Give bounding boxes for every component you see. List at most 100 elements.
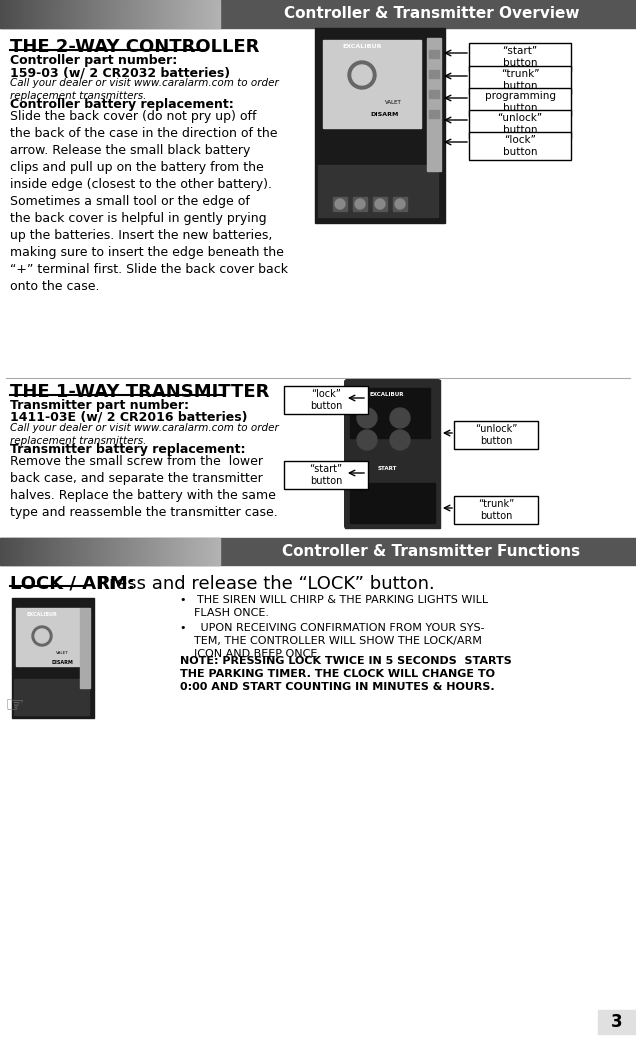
Bar	[175, 538, 176, 565]
Bar	[6, 538, 7, 565]
Bar	[158, 0, 159, 28]
Bar	[122, 0, 123, 28]
Bar	[96, 0, 97, 28]
Bar	[315, 28, 445, 223]
Bar	[68, 538, 69, 565]
Text: ☞: ☞	[4, 696, 24, 716]
Bar	[65, 0, 66, 28]
Bar	[24, 0, 25, 28]
Bar	[135, 538, 136, 565]
Bar	[122, 538, 123, 565]
Bar	[42, 538, 43, 565]
Bar	[19, 538, 20, 565]
Bar	[121, 538, 122, 565]
Bar	[12, 598, 94, 718]
Bar	[125, 538, 126, 565]
Bar	[202, 538, 203, 565]
Bar	[0, 538, 1, 565]
Bar	[36, 0, 37, 28]
Bar	[207, 538, 208, 565]
Bar	[182, 0, 183, 28]
Bar	[128, 0, 129, 28]
Bar	[116, 538, 117, 565]
Circle shape	[390, 408, 410, 428]
Bar	[4, 538, 5, 565]
Circle shape	[348, 61, 376, 89]
Bar	[9, 0, 10, 28]
Bar	[133, 0, 134, 28]
Bar	[82, 538, 83, 565]
Bar	[102, 538, 103, 565]
Text: 159-03 (w/ 2 CR2032 batteries): 159-03 (w/ 2 CR2032 batteries)	[10, 66, 230, 79]
FancyBboxPatch shape	[469, 66, 571, 94]
Bar	[99, 0, 100, 28]
Bar	[188, 538, 189, 565]
Bar	[23, 538, 24, 565]
Bar	[117, 538, 118, 565]
Bar	[130, 538, 131, 565]
Bar	[134, 538, 135, 565]
Bar	[85, 0, 86, 28]
Bar	[87, 0, 88, 28]
Bar	[181, 538, 182, 565]
Bar	[98, 538, 99, 565]
Bar	[110, 0, 111, 28]
Bar	[112, 0, 113, 28]
Bar	[183, 0, 184, 28]
Bar	[192, 538, 193, 565]
Bar	[162, 0, 163, 28]
Bar	[139, 538, 140, 565]
Text: THE 1-WAY TRANSMITTER: THE 1-WAY TRANSMITTER	[10, 383, 270, 401]
Bar	[429, 70, 439, 78]
Bar	[72, 0, 73, 28]
Bar	[45, 0, 46, 28]
Bar	[51, 538, 52, 565]
Bar	[203, 0, 204, 28]
Bar	[30, 0, 31, 28]
Text: EXCALIBUR: EXCALIBUR	[27, 612, 57, 618]
Bar	[110, 538, 111, 565]
Bar	[47, 538, 48, 565]
Bar	[204, 538, 205, 565]
Bar	[163, 0, 164, 28]
Bar	[83, 0, 84, 28]
Bar	[39, 538, 40, 565]
Bar	[191, 538, 192, 565]
Bar	[155, 0, 156, 28]
Bar	[1, 0, 2, 28]
Bar	[31, 0, 32, 28]
Bar	[91, 538, 92, 565]
Bar	[162, 538, 163, 565]
Bar	[141, 538, 142, 565]
Bar	[194, 0, 195, 28]
Bar	[88, 0, 89, 28]
Bar	[139, 0, 140, 28]
Text: “unlock”
button: “unlock” button	[497, 113, 543, 135]
Bar	[429, 110, 439, 118]
Bar	[161, 0, 162, 28]
Bar	[0, 0, 1, 28]
Bar	[75, 538, 76, 565]
Bar	[186, 538, 187, 565]
Bar	[127, 538, 128, 565]
Bar	[212, 538, 213, 565]
Bar	[138, 538, 139, 565]
Bar	[111, 538, 112, 565]
Bar	[353, 197, 367, 211]
Bar	[148, 538, 149, 565]
Bar	[158, 538, 159, 565]
Bar	[173, 538, 174, 565]
Bar	[198, 0, 199, 28]
Bar	[157, 0, 158, 28]
Bar	[170, 538, 171, 565]
Bar	[178, 0, 179, 28]
Bar	[118, 538, 119, 565]
Bar	[208, 538, 209, 565]
Bar	[42, 0, 43, 28]
Bar	[166, 538, 167, 565]
Bar	[46, 538, 47, 565]
Bar	[86, 0, 87, 28]
Bar	[0, 538, 636, 565]
Bar	[40, 0, 41, 28]
Bar	[1, 538, 2, 565]
